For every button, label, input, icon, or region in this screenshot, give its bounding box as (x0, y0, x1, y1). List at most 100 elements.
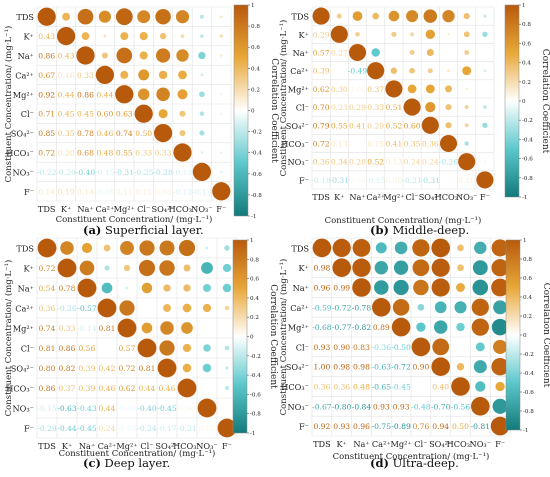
y-tick-label: SO₄²⁻ (286, 362, 309, 372)
correlation-circle (352, 278, 371, 297)
correlation-value: -0.22 (37, 168, 57, 177)
correlation-value: 0.45 (77, 110, 94, 119)
correlation-value: 0.29 (367, 121, 384, 130)
x-tick-label: Cl⁻ (414, 439, 427, 449)
colorbar-tick-label: -0.8 (251, 193, 262, 199)
correlation-circle (222, 263, 232, 273)
correlation-circle (431, 278, 450, 297)
y-tick-label: F⁻ (24, 187, 34, 197)
correlation-circle (393, 51, 395, 54)
correlation-value: -0.63 (57, 404, 77, 413)
correlation-value: 0.60 (404, 121, 421, 130)
caption-text: Ultra-deep. (389, 456, 459, 470)
correlation-circle (330, 25, 348, 43)
correlation-circle (394, 241, 408, 255)
correlation-circle (201, 262, 213, 274)
correlation-value: -0.31 (115, 168, 134, 177)
correlation-value: 0.52 (385, 121, 402, 130)
correlation-circle (409, 50, 415, 55)
correlation-value: -0.20 (56, 168, 76, 177)
correlation-value: -0.72 (391, 363, 411, 372)
caption-text: Deep layer. (101, 456, 170, 470)
x-tick-label: Na⁺ (349, 192, 365, 202)
correlation-value: 0.36 (422, 140, 439, 149)
correlation-value: 0.93 (393, 402, 410, 411)
correlation-circle (138, 69, 150, 81)
correlation-value: 0.54 (39, 284, 56, 293)
correlation-circle (181, 322, 193, 334)
correlation-circle (406, 10, 419, 23)
correlation-value: -0.15 (95, 168, 115, 177)
y-tick-label: Ca²⁺ (290, 303, 309, 313)
correlation-value: 0.70 (313, 103, 330, 112)
correlation-circle (445, 122, 452, 129)
correlation-circle (220, 15, 223, 18)
correlation-circle (312, 238, 332, 258)
correlation-value: 0.33 (155, 149, 172, 158)
x-tick-label: Mg²⁺ (114, 204, 135, 214)
correlation-value: -0.26 (57, 304, 77, 313)
colorbar-tick-label: -0.8 (250, 412, 261, 418)
y-axis-title: Constituent Concentration/ (mg·L⁻¹) (3, 26, 14, 183)
correlation-circle (139, 240, 155, 256)
y-tick-label: Na⁺ (293, 283, 309, 293)
correlation-circle (392, 299, 410, 316)
correlation-value: -0.08 (95, 187, 115, 196)
correlation-circle (423, 9, 438, 23)
correlation-circle (155, 48, 171, 63)
correlation-circle (101, 52, 108, 59)
colorbar-title: Correlation Coefficient (540, 49, 550, 154)
correlation-circle (182, 303, 192, 313)
correlation-circle (175, 10, 190, 24)
correlation-value: 0.44 (58, 90, 75, 99)
correlation-value: -0.12 (173, 187, 193, 196)
correlation-circle (76, 46, 95, 65)
correlation-circle (413, 279, 429, 296)
x-tick-label: NO₃⁻ (196, 441, 217, 451)
correlation-circle (483, 105, 487, 109)
correlation-circle (495, 381, 505, 392)
correlation-circle (447, 33, 450, 36)
correlation-circle (202, 283, 212, 293)
correlation-value: 0.57 (313, 49, 330, 58)
y-tick-label: K⁺ (299, 30, 309, 40)
correlation-value: 0.81 (99, 324, 116, 333)
correlation-value: 0.98 (333, 363, 350, 372)
correlation-circle (183, 284, 191, 292)
correlation-circle (177, 378, 197, 398)
correlation-value: 0.34 (331, 158, 348, 167)
correlation-value: -0.44 (57, 424, 77, 433)
correlation-circle (104, 265, 110, 271)
correlation-circle (433, 320, 448, 334)
correlation-value: 0.52 (367, 158, 384, 167)
correlation-circle (226, 327, 228, 329)
correlation-value: -0.89 (391, 422, 411, 431)
correlation-circle (459, 346, 462, 348)
y-tick-label: Ca²⁺ (15, 304, 34, 314)
correlation-value: 0.43 (38, 32, 55, 41)
correlation-value: 0.90 (412, 363, 429, 372)
correlation-value: 0.39 (313, 67, 330, 76)
correlation-circle (182, 363, 192, 373)
correlation-circle (425, 101, 436, 113)
caption-letter: (a) (83, 223, 101, 237)
correlation-value: 0.81 (39, 344, 56, 353)
correlation-circle (456, 322, 465, 332)
correlation-value: 0.36 (313, 158, 330, 167)
correlation-value: -0.43 (77, 404, 97, 413)
correlation-value: 0.85 (38, 129, 55, 138)
correlation-circle (103, 34, 107, 38)
x-tick-label: F⁻ (216, 204, 226, 214)
correlation-circle (137, 338, 157, 358)
x-tick-label: Mg²⁺ (383, 192, 404, 202)
correlation-circle (490, 416, 510, 436)
correlation-value: -0.59 (312, 303, 332, 312)
correlation-value: -0.31 (421, 176, 440, 185)
correlation-circle (403, 98, 421, 116)
correlation-circle (205, 246, 209, 250)
correlation-value: 0.11 (116, 187, 133, 196)
y-tick-label: TDS (16, 244, 34, 254)
correlation-circle (484, 88, 486, 90)
correlation-value: 0.83 (353, 343, 370, 352)
